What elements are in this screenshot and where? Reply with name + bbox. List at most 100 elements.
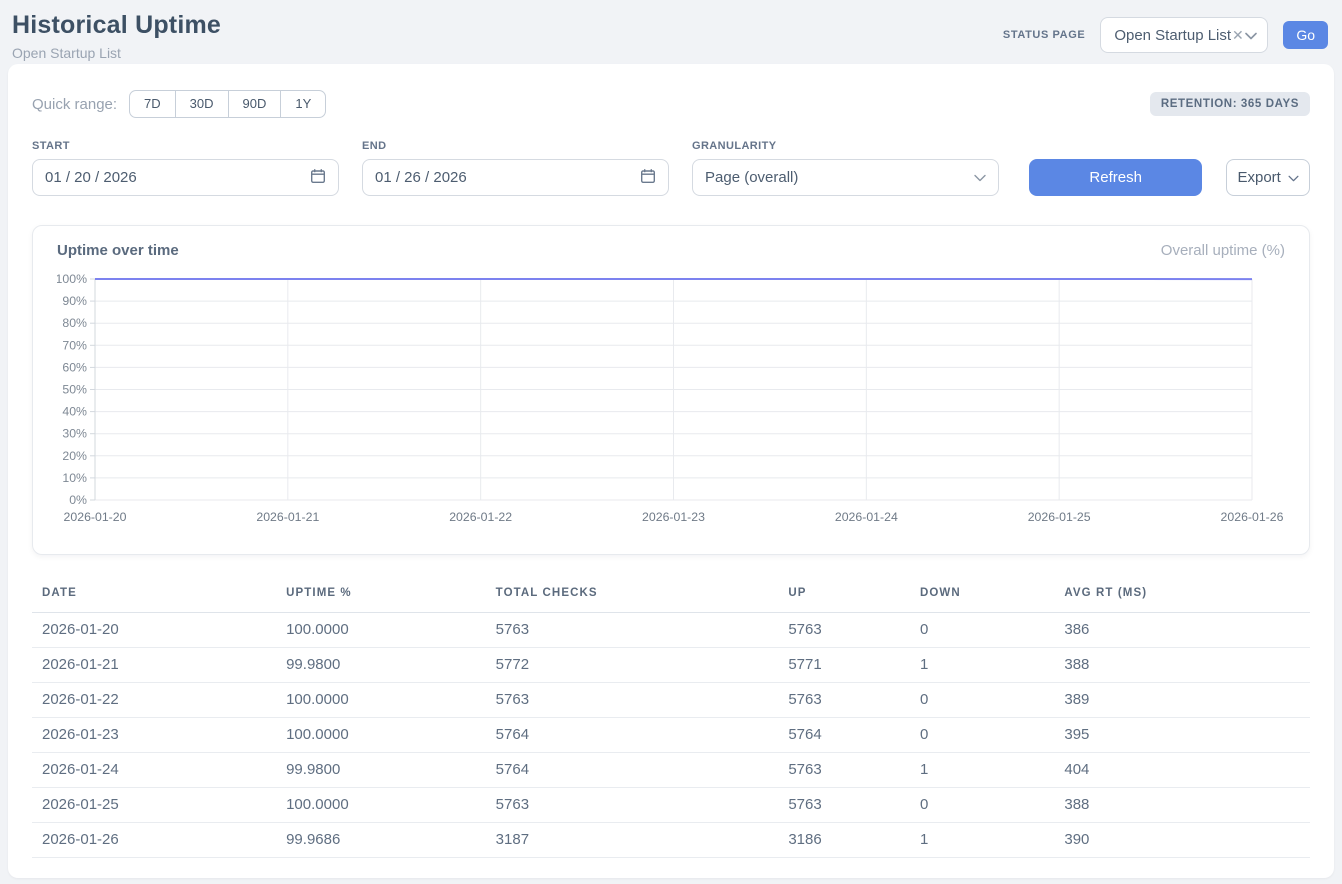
quick-range-30d-button[interactable]: 30D: [175, 90, 229, 118]
table-row: 2026-01-2199.9800577257711388: [32, 648, 1310, 683]
go-button[interactable]: Go: [1283, 21, 1328, 49]
column-header-date: DATE: [32, 578, 276, 613]
table-cell: 395: [1054, 718, 1310, 753]
table-cell: 0: [910, 788, 1054, 823]
svg-text:2026-01-24: 2026-01-24: [835, 510, 898, 524]
table-cell: 389: [1054, 683, 1310, 718]
svg-text:60%: 60%: [62, 360, 87, 374]
table-cell: 3186: [778, 823, 910, 858]
table-cell: 3187: [486, 823, 779, 858]
uptime-table: DATE UPTIME % TOTAL CHECKS UP DOWN AVG R…: [32, 578, 1310, 858]
retention-badge: RETENTION: 365 DAYS: [1150, 92, 1310, 116]
status-page-select[interactable]: Open Startup List✕: [1100, 17, 1268, 53]
table-cell: 1: [910, 823, 1054, 858]
svg-text:2026-01-23: 2026-01-23: [642, 510, 705, 524]
quick-range-row: Quick range: 7D 30D 90D 1Y RETENTION: 36…: [32, 90, 1310, 118]
chart-legend: Overall uptime (%): [1161, 242, 1285, 259]
page-subtitle: Open Startup List: [12, 45, 221, 61]
table-cell: 99.9686: [276, 823, 486, 858]
granularity-field: GRANULARITY Page (overall): [692, 140, 999, 196]
title-block: Historical Uptime Open Startup List: [12, 11, 221, 61]
table-cell: 5771: [778, 648, 910, 683]
uptime-chart: 0%10%20%30%40%50%60%70%80%90%100%2026-01…: [57, 273, 1284, 529]
table-cell: 2026-01-23: [32, 718, 276, 753]
table-cell: 5763: [486, 683, 779, 718]
end-date-value: 01 / 26 / 2026: [375, 169, 467, 186]
chevron-down-icon: [974, 169, 986, 186]
table-cell: 5763: [778, 753, 910, 788]
table-cell: 5763: [778, 613, 910, 648]
table-row: 2026-01-23100.0000576457640395: [32, 718, 1310, 753]
quick-range-1y-button[interactable]: 1Y: [280, 90, 326, 118]
granularity-select[interactable]: Page (overall): [692, 159, 999, 196]
status-page-selected-value: Open Startup List: [1114, 27, 1231, 44]
chevron-down-icon: [1245, 27, 1257, 44]
controls-row: START 01 / 20 / 2026 END 01 / 26 / 2026: [32, 140, 1310, 196]
table-cell: 1: [910, 753, 1054, 788]
quick-range-90d-button[interactable]: 90D: [228, 90, 282, 118]
calendar-icon[interactable]: [310, 168, 326, 188]
table-cell: 5763: [778, 788, 910, 823]
end-date-field: END 01 / 26 / 2026: [362, 140, 669, 196]
start-date-input[interactable]: 01 / 20 / 2026: [32, 159, 339, 196]
table-cell: 1: [910, 648, 1054, 683]
table-cell: 99.9800: [276, 648, 486, 683]
calendar-icon[interactable]: [640, 168, 656, 188]
main-panel: Quick range: 7D 30D 90D 1Y RETENTION: 36…: [8, 64, 1334, 878]
granularity-label: GRANULARITY: [692, 140, 999, 152]
table-cell: 100.0000: [276, 613, 486, 648]
column-header-up: UP: [778, 578, 910, 613]
page-header: Historical Uptime Open Startup List STAT…: [0, 0, 1342, 64]
header-controls: STATUS PAGE Open Startup List✕ Go: [1003, 17, 1328, 53]
table-cell: 5763: [486, 613, 779, 648]
table-cell: 5764: [486, 718, 779, 753]
svg-text:30%: 30%: [62, 427, 87, 441]
table-row: 2026-01-2499.9800576457631404: [32, 753, 1310, 788]
table-cell: 5764: [778, 718, 910, 753]
table-cell: 2026-01-22: [32, 683, 276, 718]
svg-text:70%: 70%: [62, 338, 87, 352]
table-cell: 2026-01-25: [32, 788, 276, 823]
column-header-uptime: UPTIME %: [276, 578, 486, 613]
export-button-label: Export: [1237, 169, 1280, 186]
granularity-selected-value: Page (overall): [705, 169, 798, 186]
quick-range-label: Quick range:: [32, 96, 117, 113]
table-cell: 2026-01-20: [32, 613, 276, 648]
svg-text:100%: 100%: [57, 273, 87, 286]
table-cell: 5772: [486, 648, 779, 683]
chevron-down-icon: [1288, 169, 1299, 186]
column-header-down: DOWN: [910, 578, 1054, 613]
table-cell: 5764: [486, 753, 779, 788]
uptime-chart-card: Uptime over time Overall uptime (%) 0% 10…: [32, 225, 1310, 555]
quick-range-group: Quick range: 7D 30D 90D 1Y: [32, 90, 326, 118]
table-row: 2026-01-22100.0000576357630389: [32, 683, 1310, 718]
table-row: 2026-01-2699.9686318731861390: [32, 823, 1310, 858]
table-cell: 0: [910, 718, 1054, 753]
table-cell: 390: [1054, 823, 1310, 858]
svg-text:2026-01-21: 2026-01-21: [256, 510, 319, 524]
table-cell: 404: [1054, 753, 1310, 788]
table-cell: 5763: [486, 788, 779, 823]
refresh-button[interactable]: Refresh: [1029, 159, 1202, 196]
svg-text:2026-01-20: 2026-01-20: [64, 510, 127, 524]
table-cell: 388: [1054, 648, 1310, 683]
svg-text:0%: 0%: [69, 493, 87, 507]
table-cell: 5763: [778, 683, 910, 718]
svg-text:40%: 40%: [62, 405, 87, 419]
chart-title: Uptime over time: [57, 242, 179, 259]
page-title: Historical Uptime: [12, 11, 221, 40]
table-cell: 386: [1054, 613, 1310, 648]
svg-text:2026-01-22: 2026-01-22: [449, 510, 512, 524]
table-cell: 388: [1054, 788, 1310, 823]
uptime-table-body: 2026-01-20100.00005763576303862026-01-21…: [32, 613, 1310, 858]
end-date-label: END: [362, 140, 669, 152]
table-cell: 2026-01-26: [32, 823, 276, 858]
export-button[interactable]: Export: [1226, 159, 1310, 196]
column-header-total-checks: TOTAL CHECKS: [486, 578, 779, 613]
clear-selection-icon[interactable]: ✕: [1232, 27, 1244, 44]
start-date-label: START: [32, 140, 339, 152]
quick-range-7d-button[interactable]: 7D: [129, 90, 176, 118]
table-cell: 100.0000: [276, 683, 486, 718]
table-cell: 100.0000: [276, 718, 486, 753]
end-date-input[interactable]: 01 / 26 / 2026: [362, 159, 669, 196]
